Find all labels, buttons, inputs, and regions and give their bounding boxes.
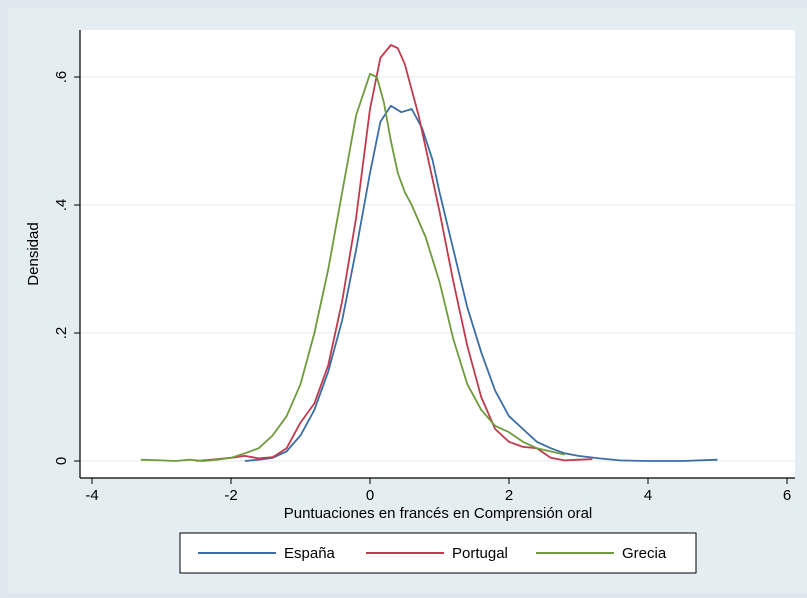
- x-tick-label: 6: [783, 487, 791, 504]
- x-axis-label: Puntuaciones en francés en Comprensión o…: [284, 505, 593, 522]
- x-tick-label: 0: [366, 487, 374, 504]
- legend-label: Grecia: [622, 545, 667, 562]
- x-tick-label: -4: [85, 487, 98, 504]
- series-line-portugal: [196, 44, 593, 462]
- legend-label: España: [284, 545, 336, 562]
- legend-label: Portugal: [452, 545, 508, 562]
- y-tick-label: 0: [53, 457, 70, 465]
- x-tick-label: 4: [644, 487, 652, 504]
- x-tick-label: 2: [505, 487, 513, 504]
- density-chart: 0 .2 .4 .6 -4 -2 0 2 4 6 Puntuaciones en francés …: [25, 30, 795, 574]
- axes: 0 .2 .4 .6 -4 -2 0 2 4 6: [53, 30, 795, 504]
- y-axis-label: Densidad: [25, 222, 42, 285]
- x-tick-label: -2: [224, 487, 237, 504]
- y-tick-label: .4: [53, 199, 70, 212]
- y-tick-label: .6: [53, 71, 70, 84]
- plot-background: [80, 30, 795, 478]
- chart-panel: 0 .2 .4 .6 -4 -2 0 2 4 6 Puntuaciones en francés …: [8, 8, 807, 593]
- series-lines: [140, 44, 718, 462]
- series-line-espana: [244, 104, 718, 462]
- legend: España Portugal Grecia: [179, 532, 697, 574]
- series-line-grecia: [140, 72, 565, 462]
- y-tick-label: .2: [53, 327, 70, 340]
